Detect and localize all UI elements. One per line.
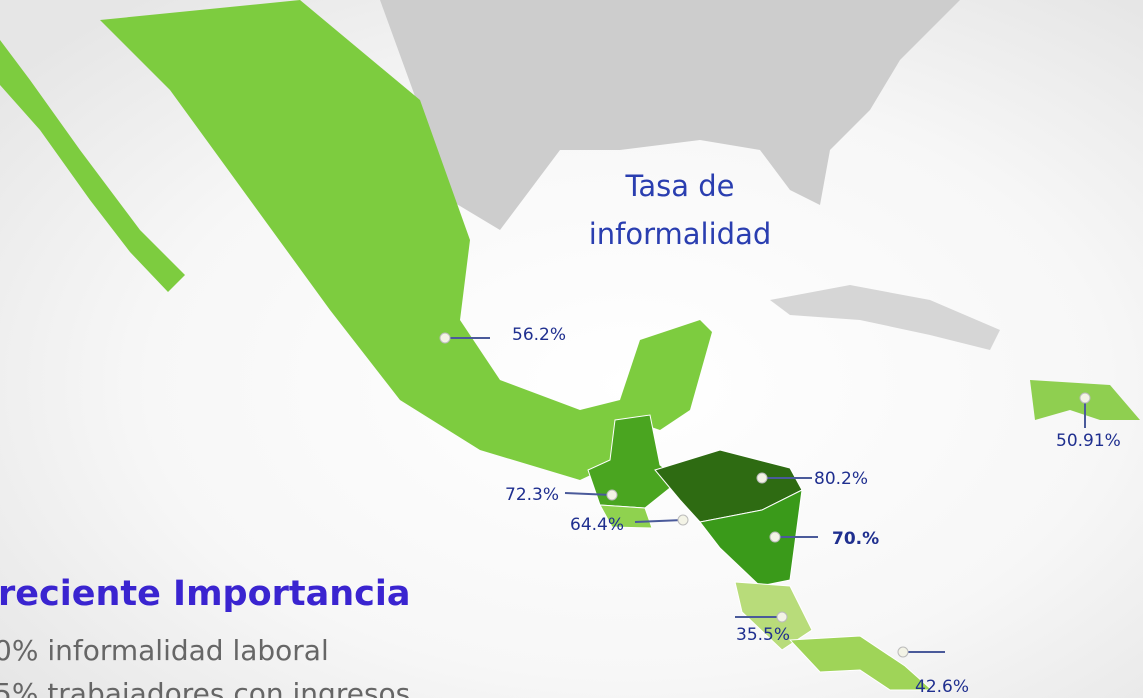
text-line: 0% informalidad laboral xyxy=(0,634,329,667)
label: 56.2% xyxy=(512,325,566,345)
marker xyxy=(897,646,909,658)
label: 42.6% xyxy=(915,677,969,697)
marker xyxy=(677,514,689,526)
land-cuba xyxy=(770,285,1000,350)
leader xyxy=(564,492,613,496)
marker xyxy=(776,611,788,623)
title: informalidad xyxy=(589,217,772,251)
nicaragua xyxy=(699,489,803,587)
label: 80.2% xyxy=(814,469,868,489)
marker xyxy=(1079,392,1091,404)
label: 64.4% xyxy=(570,515,624,535)
label: 72.3% xyxy=(505,485,559,505)
title: Tasa de xyxy=(624,169,734,203)
heading: reciente Importancia xyxy=(0,574,411,614)
marker xyxy=(439,332,451,344)
marker xyxy=(756,472,768,484)
panama xyxy=(788,635,934,691)
marker xyxy=(769,531,781,543)
label: 70.% xyxy=(832,529,879,549)
mexico xyxy=(100,0,712,480)
label: 35.5% xyxy=(736,625,790,645)
marker xyxy=(606,489,618,501)
leader xyxy=(634,519,684,523)
land-north xyxy=(380,0,960,230)
label: 50.91% xyxy=(1056,431,1121,451)
text-line: 5% trabajadores con ingresos xyxy=(0,677,410,698)
baja xyxy=(0,40,185,292)
